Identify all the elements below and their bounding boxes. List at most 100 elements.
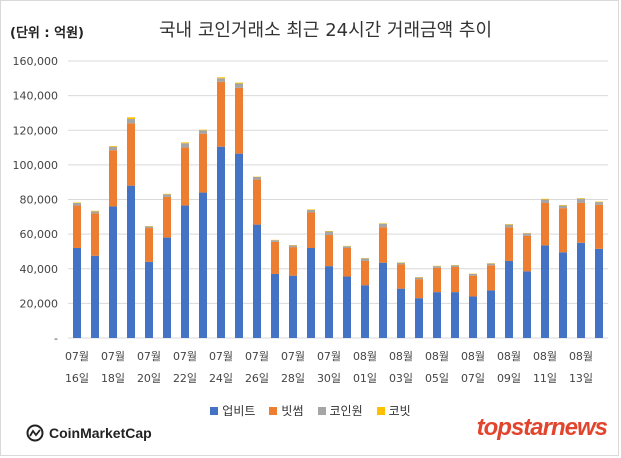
bar-segment (595, 248, 603, 338)
bar-segment (145, 228, 153, 262)
plot-area: - 20,000 40,000 60,000 80,000 100,000 120,000 1… (13, 55, 608, 385)
bar-segment (217, 81, 225, 147)
bar-segment (181, 143, 189, 148)
bar-segment (505, 224, 513, 225)
bar-segment (163, 237, 171, 338)
bar-segment (109, 150, 117, 207)
bar-segment (451, 265, 459, 268)
bar-segment (469, 275, 477, 297)
bar-segment (253, 224, 261, 338)
bar-segment (595, 204, 603, 249)
bar-segment (487, 263, 495, 266)
bar-segment (289, 247, 297, 276)
bar-segment (181, 142, 189, 144)
x-tick-month: 08월 (533, 350, 557, 363)
bar-segment (379, 262, 387, 338)
topstarnews-logo: topstarnews (476, 414, 608, 441)
bar-segment (163, 196, 171, 238)
bar-segment (199, 129, 207, 131)
bar-segment (217, 77, 225, 79)
bar-segment (235, 153, 243, 338)
bar-segment (253, 179, 261, 225)
legend-label-korbit: 코빗 (388, 404, 411, 418)
unit-label: (단위 : 억원) (10, 26, 84, 41)
legend: 업비트 빗썸 코인원 코빗 (0, 402, 621, 419)
bar-segment (577, 242, 585, 338)
bar-segment (397, 264, 405, 289)
legend-item-coinone: 코인원 (317, 402, 363, 419)
bar-segment (577, 198, 585, 199)
bar-segment (307, 209, 315, 213)
bar-segment (163, 193, 171, 195)
bar-segment (379, 227, 387, 263)
bar-segment (361, 260, 369, 286)
bar-segment (325, 231, 333, 232)
bar-segment (73, 205, 81, 248)
bar-segment (325, 234, 333, 267)
bar-segment (289, 245, 297, 248)
bar-segment (433, 266, 441, 268)
bar-segment (523, 233, 531, 236)
bar-segment (199, 130, 207, 134)
bar-segment (379, 223, 387, 228)
y-tick-label: 80,000 (20, 194, 59, 207)
bar-segment (235, 82, 243, 84)
bar-segment (415, 277, 423, 280)
bar-segment (127, 117, 135, 119)
bar-segment (595, 201, 603, 203)
y-tick-label: 20,000 (20, 297, 59, 310)
x-tick-day: 03일 (389, 371, 413, 385)
bar-segment (73, 202, 81, 203)
y-tick-label: 60,000 (20, 228, 59, 241)
bar-segment (559, 252, 567, 338)
legend-item-bithumb: 빗썸 (269, 402, 304, 419)
bar-segment (505, 260, 513, 338)
y-tick-label: - (54, 332, 58, 345)
x-tick-day: 01일 (353, 371, 377, 385)
legend-swatch-korbit (376, 406, 385, 415)
y-tick-label: 140,000 (13, 90, 59, 103)
bar-segment (469, 296, 477, 338)
bar-segment (595, 202, 603, 205)
bar-segment (487, 290, 495, 338)
x-tick-month: 07월 (65, 350, 89, 363)
bar-segment (145, 261, 153, 338)
bar-segment (307, 247, 315, 338)
bar-segment (217, 78, 225, 82)
bar-segment (271, 241, 279, 274)
bar-segment (523, 271, 531, 338)
x-tick-month: 07월 (281, 350, 305, 363)
bar-segment (361, 258, 369, 261)
bar-segment (217, 146, 225, 338)
chart-title: 국내 코인거래소 최근 24시간 거래금액 추이 (158, 20, 493, 41)
coinmarketcap-icon (26, 424, 44, 442)
x-tick-day: 30일 (317, 371, 341, 385)
bar-segment (181, 147, 189, 206)
x-tick-day: 11일 (533, 371, 557, 385)
legend-swatch-bithumb (269, 406, 278, 415)
x-tick-month: 08월 (569, 350, 593, 363)
bar-segment (73, 247, 81, 338)
x-tick-month: 08월 (497, 350, 521, 363)
x-tick-month: 08월 (353, 350, 377, 363)
legend-label-coinone: 코인원 (329, 404, 363, 418)
bar-segment (523, 235, 531, 272)
bar-segment (451, 292, 459, 338)
legend-label-bithumb: 빗썸 (281, 404, 304, 418)
x-tick-day: 07일 (461, 371, 485, 385)
bar-segment (127, 123, 135, 186)
x-tick-day: 24일 (209, 371, 233, 385)
bar-segment (91, 213, 99, 256)
x-tick-day: 28일 (281, 371, 305, 385)
bar-segment (289, 275, 297, 338)
y-tick-label: 100,000 (13, 159, 59, 172)
bar-segment (361, 285, 369, 338)
bar-segment (577, 202, 585, 243)
y-tick-label: 120,000 (13, 124, 59, 137)
legend-swatch-coinone (317, 406, 326, 415)
x-tick-day: 09일 (497, 371, 521, 385)
bar-segment (487, 265, 495, 291)
bar-segment (235, 83, 243, 88)
bar-segment (109, 146, 117, 151)
x-tick-month: 07월 (101, 350, 125, 363)
